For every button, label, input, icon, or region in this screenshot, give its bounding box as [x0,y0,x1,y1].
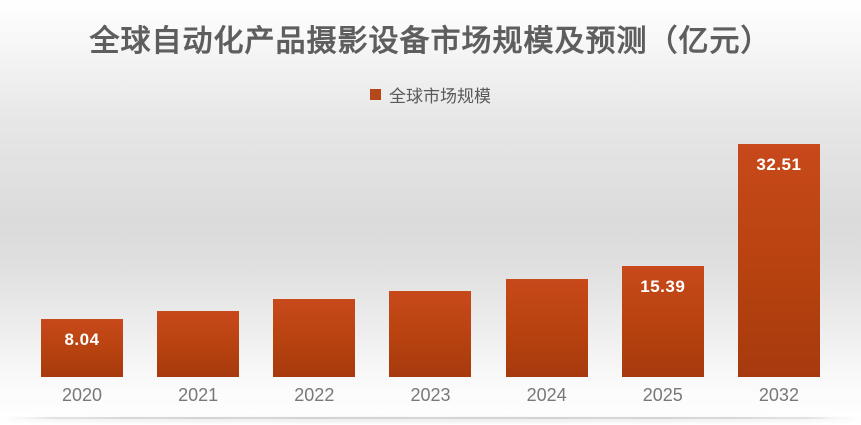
bar-slot-2020: 8.04 [41,130,123,377]
bar-slot-2024 [505,130,588,377]
bar-2022 [273,299,356,377]
x-tick-2025: 2025 [642,385,683,405]
bar-slot-2025: 15.39 [621,130,704,377]
bar-2020: 8.04 [41,319,123,377]
x-tick-2023: 2023 [410,385,451,405]
bar-slot-2032: 32.51 [737,130,820,377]
slide-bottom-edge-shadow [6,417,855,419]
bar-value-label-2032: 32.51 [756,155,802,174]
x-tick-2024: 2024 [526,385,567,405]
bar-2023 [389,291,472,377]
x-tick-2020: 2020 [61,385,103,405]
bar-slot-2022 [273,130,356,377]
bar-2021 [157,311,240,377]
bar-slot-2021 [157,130,240,377]
plot-area: 8.04 15.39 32.51 [41,130,820,377]
x-axis: 2020 2021 2022 2023 2024 2025 2032 [41,385,820,409]
legend-series-label: 全球市场规模 [389,87,491,106]
bar-2024 [505,279,588,377]
x-tick-2021: 2021 [178,385,219,405]
x-tick-2022: 2022 [294,385,335,405]
bar-2025: 15.39 [621,266,704,377]
x-tick-2032: 2032 [758,385,799,405]
bar-slot-2023 [389,130,472,377]
bar-2032: 32.51 [737,144,820,377]
legend: 全球市场规模 [0,82,861,107]
chart-title: 全球自动化产品摄影设备市场规模及预测（亿元） [89,25,772,58]
bar-value-label-2020: 8.04 [64,330,100,349]
legend-swatch-icon [370,89,381,100]
bar-value-label-2025: 15.39 [640,277,686,296]
